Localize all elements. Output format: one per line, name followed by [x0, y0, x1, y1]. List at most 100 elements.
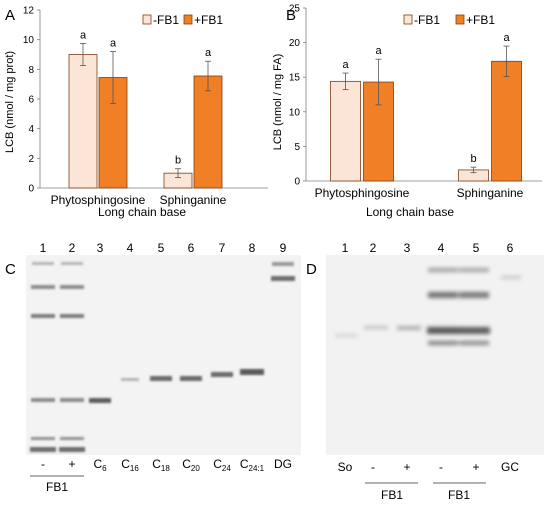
- y-tick-label: 20: [289, 38, 301, 49]
- band: [459, 292, 489, 298]
- lane-label: So: [338, 460, 353, 474]
- gel-panel-d: D 1 2 3 4 5 6 So - + - + GC FB1 FB1: [306, 241, 544, 502]
- band-dg-lower: [271, 276, 295, 281]
- lane-number: 8: [249, 241, 256, 255]
- band-c6: [89, 398, 111, 403]
- band: [31, 314, 55, 318]
- group-label-c: FB1: [46, 480, 68, 494]
- band: [459, 341, 489, 345]
- lane-labels-c: - + C6 C16 C18 C20 C24 C24:1 DG: [41, 457, 292, 473]
- chart-panel-a: A 0 2 4 6 8 10 12 a a Phytosphingosine b a Sphingani…: [4, 6, 268, 219]
- band: [60, 314, 84, 318]
- bar-plus-fb1: [491, 60, 522, 182]
- lane-number: 4: [438, 241, 445, 255]
- chart-panel-b: B 0 5 10 15 20 25 a a Phytosphingosine b a Sphingan…: [272, 4, 542, 219]
- panel-label-d: D: [306, 261, 317, 278]
- panel-label-a: A: [5, 7, 15, 24]
- band: [60, 437, 84, 440]
- legend-label-plus-fb1-b: +FB1: [466, 13, 495, 27]
- gel-bands-d: [335, 268, 521, 345]
- lane-label: C20: [182, 457, 200, 473]
- y-axis-label-a: LCB (nmol / mg prot): [4, 51, 16, 153]
- band-c24-1: [240, 369, 264, 375]
- band: [31, 398, 55, 402]
- y-tick-label: 0: [28, 184, 34, 195]
- lane-numbers-c: 1 2 3 4 5 6 7 8 9: [40, 241, 287, 255]
- lane-label: -: [41, 457, 45, 471]
- x-tick-label: Sphinganine: [160, 193, 227, 207]
- lane-label: C24:1: [240, 457, 265, 473]
- lane-label: +: [68, 457, 75, 471]
- lane-label: -: [371, 460, 375, 474]
- band: [61, 262, 83, 265]
- band: [364, 326, 388, 329]
- y-axis-label-b: LCB (nmol / mg FA): [272, 54, 284, 151]
- band: [31, 437, 55, 440]
- legend-swatch-minus-fb1: [142, 14, 152, 25]
- band-dg-upper: [272, 262, 294, 266]
- lane-number: 9: [280, 241, 287, 255]
- y-tick-label: 0: [294, 177, 300, 188]
- y-tick-label: 25: [289, 4, 301, 15]
- panel-label-b: B: [286, 7, 296, 24]
- gel-bands-c: [30, 262, 295, 452]
- significance-label: a: [375, 45, 382, 57]
- significance-label: b: [175, 155, 181, 167]
- lane-number: 6: [507, 241, 514, 255]
- significance-label: a: [503, 32, 510, 44]
- band-c20: [180, 376, 202, 381]
- bar-minus-fb1: [68, 54, 98, 189]
- band: [335, 334, 357, 337]
- legend-swatch-plus-fb1-b: [455, 14, 465, 25]
- band: [501, 276, 521, 279]
- legend-label-minus-fb1: -FB1: [153, 13, 179, 27]
- band: [428, 292, 458, 298]
- band: [427, 327, 459, 334]
- band: [30, 447, 56, 452]
- band: [32, 262, 54, 265]
- band: [459, 268, 489, 272]
- band: [397, 326, 421, 330]
- legend-swatch-plus-fb1: [183, 14, 193, 25]
- gel-panel-c: C: [5, 241, 301, 494]
- band-c18: [150, 376, 172, 381]
- lane-label: -: [439, 460, 443, 474]
- significance-label: a: [80, 29, 87, 41]
- lane-labels-d: So - + - + GC: [338, 460, 520, 474]
- panel-label-c: C: [5, 261, 16, 278]
- lane-label: C24: [213, 457, 231, 473]
- legend-swatch-minus-fb1-b: [403, 14, 413, 25]
- x-tick-label: Phytosphingosine: [51, 193, 146, 207]
- x-axis-label-a: Long chain base: [98, 205, 186, 219]
- y-tick-label: 10: [289, 107, 301, 118]
- lane-number: 3: [404, 241, 411, 255]
- lane-label: GC: [501, 460, 519, 474]
- legend-label-plus-fb1: +FB1: [194, 13, 223, 27]
- legend-label-minus-fb1-b: -FB1: [414, 13, 440, 27]
- y-tick-label: 6: [28, 95, 34, 106]
- band: [60, 285, 84, 289]
- lane-number: 5: [158, 241, 165, 255]
- lane-number: 4: [127, 241, 134, 255]
- significance-label: b: [470, 153, 476, 165]
- group-label-d-1: FB1: [381, 488, 403, 502]
- band-c24: [211, 372, 233, 377]
- legend-a: -FB1 +FB1: [142, 13, 223, 27]
- band: [428, 341, 458, 345]
- lane-label: +: [403, 460, 410, 474]
- band: [428, 268, 458, 272]
- band: [31, 285, 55, 289]
- band: [60, 398, 84, 402]
- x-tick-label: Sphinganine: [457, 186, 524, 200]
- band: [458, 327, 490, 334]
- lane-number: 6: [188, 241, 195, 255]
- band: [59, 447, 85, 452]
- y-tick-label: 4: [28, 124, 34, 135]
- lane-numbers-d: 1 2 3 4 5 6: [342, 241, 514, 255]
- lane-label: C16: [121, 457, 139, 473]
- group-label-d-2: FB1: [448, 488, 470, 502]
- lane-number: 7: [219, 241, 226, 255]
- significance-label: a: [110, 38, 117, 50]
- significance-label: a: [342, 59, 349, 71]
